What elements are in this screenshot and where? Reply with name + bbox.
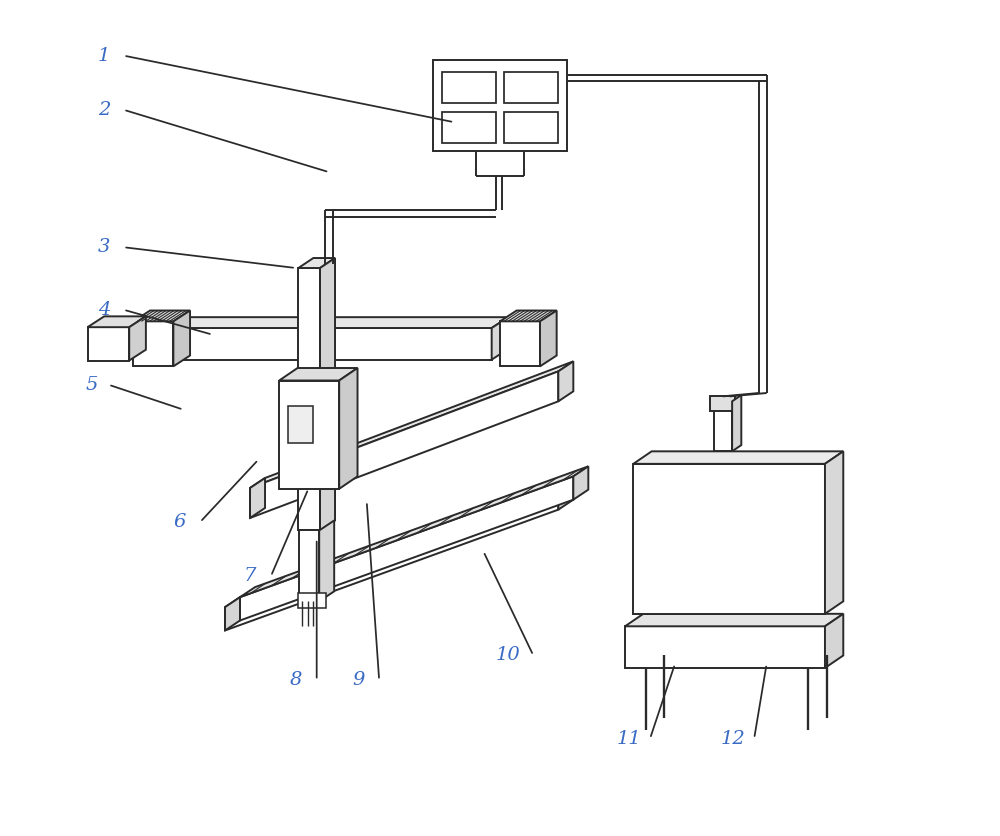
Text: 2: 2 — [98, 100, 110, 119]
Bar — [288, 405, 313, 443]
Polygon shape — [500, 310, 557, 321]
Bar — [504, 112, 558, 143]
Bar — [88, 327, 129, 360]
Bar — [633, 464, 825, 614]
Polygon shape — [625, 614, 843, 626]
Polygon shape — [298, 258, 335, 268]
Polygon shape — [339, 368, 358, 489]
Text: 3: 3 — [98, 238, 110, 256]
Polygon shape — [240, 477, 573, 620]
Polygon shape — [140, 317, 508, 328]
Polygon shape — [250, 478, 265, 518]
Bar — [714, 401, 732, 451]
Polygon shape — [240, 466, 588, 597]
Polygon shape — [225, 597, 240, 630]
Polygon shape — [825, 614, 843, 668]
Polygon shape — [225, 477, 573, 607]
Bar — [442, 72, 496, 104]
Bar — [500, 321, 540, 366]
Bar — [625, 626, 825, 668]
Text: 5: 5 — [86, 375, 98, 394]
Text: 9: 9 — [352, 671, 365, 690]
Polygon shape — [129, 316, 146, 360]
Bar — [504, 72, 558, 104]
Bar — [140, 328, 492, 359]
Text: 10: 10 — [496, 646, 521, 665]
Polygon shape — [492, 317, 508, 359]
Text: 6: 6 — [173, 513, 185, 531]
Text: 1: 1 — [98, 47, 110, 64]
Bar — [298, 268, 320, 531]
Bar — [299, 531, 319, 601]
Polygon shape — [133, 310, 190, 321]
Polygon shape — [250, 361, 573, 488]
Polygon shape — [173, 310, 190, 366]
Bar — [442, 112, 496, 143]
Text: 12: 12 — [721, 730, 746, 747]
Text: 11: 11 — [617, 730, 642, 747]
Text: 8: 8 — [290, 671, 302, 690]
Polygon shape — [225, 487, 558, 630]
Polygon shape — [320, 258, 335, 531]
Bar — [133, 321, 173, 366]
Polygon shape — [558, 477, 573, 510]
Bar — [710, 396, 735, 411]
Polygon shape — [540, 310, 557, 366]
Polygon shape — [88, 316, 146, 327]
Polygon shape — [140, 317, 157, 359]
Polygon shape — [319, 521, 334, 601]
Text: 4: 4 — [98, 301, 110, 319]
Polygon shape — [558, 361, 573, 401]
Bar — [433, 59, 567, 151]
Polygon shape — [250, 371, 558, 518]
Polygon shape — [732, 395, 741, 451]
Text: 7: 7 — [244, 568, 256, 585]
Bar — [298, 593, 326, 608]
Polygon shape — [573, 466, 588, 500]
Polygon shape — [279, 368, 358, 380]
Polygon shape — [825, 451, 843, 614]
Polygon shape — [633, 451, 843, 464]
Bar — [279, 380, 339, 489]
